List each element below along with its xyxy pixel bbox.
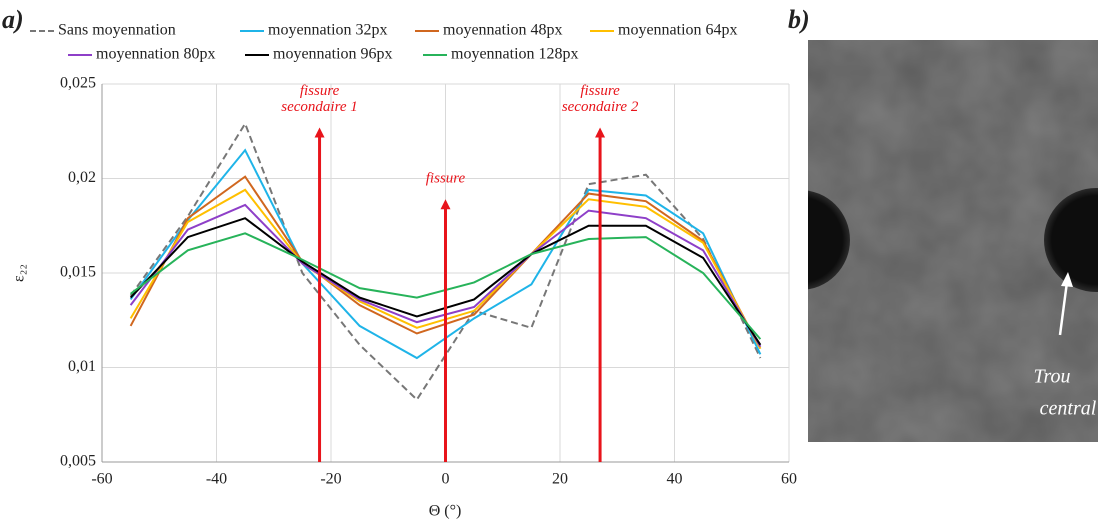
x-tick-label: 60 — [781, 471, 797, 488]
pointer-arrow — [1058, 281, 1069, 336]
x-tick-label: -60 — [91, 471, 112, 488]
annotation-arrow-head — [314, 127, 325, 138]
x-axis-label: Θ (°) — [429, 503, 462, 520]
y-tick-label: 0,01 — [68, 358, 96, 375]
y-tick-label: 0,005 — [60, 453, 96, 470]
legend-label: moyennation 128px — [451, 46, 579, 63]
annotation-text: secondaire 1 — [281, 99, 358, 115]
photo — [808, 40, 1098, 442]
panel-label: a) — [2, 5, 24, 34]
annotation-text: fissure — [426, 171, 466, 187]
annotation-arrow-head — [595, 127, 606, 138]
legend-label: Sans moyennation — [58, 22, 176, 39]
y-tick-label: 0,015 — [60, 264, 96, 281]
legend-label: moyennation 96px — [273, 46, 393, 63]
legend-label: moyennation 32px — [268, 22, 388, 39]
annotation-text: secondaire 2 — [562, 99, 639, 115]
y-tick-label: 0,02 — [68, 169, 96, 186]
y-tick-label: 0,025 — [60, 75, 96, 92]
pointer-arrow-head — [1061, 272, 1073, 287]
annotation-arrow-head — [440, 199, 451, 210]
panel-label: b) — [788, 5, 810, 34]
x-tick-label: 40 — [667, 471, 683, 488]
annotation-text: fissure — [300, 83, 340, 99]
x-tick-label: 20 — [552, 471, 568, 488]
y-axis-label: ε₂₂ — [11, 264, 28, 282]
legend-label: moyennation 48px — [443, 22, 563, 39]
series-line — [129, 121, 762, 402]
x-tick-label: -40 — [206, 471, 227, 488]
x-tick-label: 0 — [442, 471, 450, 488]
legend-label: moyennation 64px — [618, 22, 738, 39]
photo-caption: central — [1040, 398, 1097, 420]
legend-label: moyennation 80px — [96, 46, 216, 63]
annotation-text: fissure — [580, 83, 620, 99]
photo-caption: Trou — [1033, 366, 1070, 388]
x-tick-label: -20 — [320, 471, 341, 488]
